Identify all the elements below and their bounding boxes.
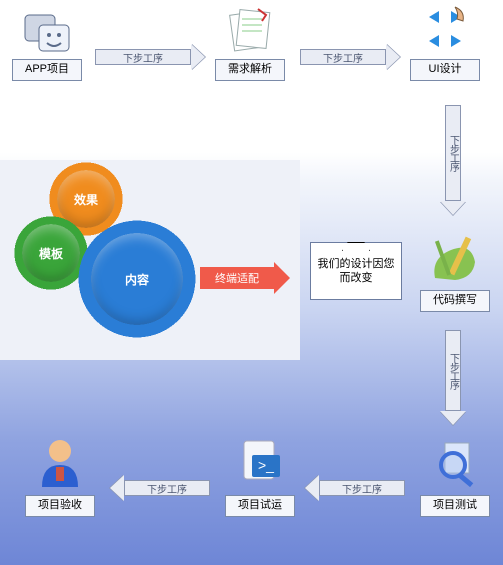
arrow-test-to-run: 下步工序: [305, 475, 405, 501]
node-code: 代码撰写: [420, 230, 490, 312]
tools-icon: [427, 230, 483, 286]
node-test-label: 项目测试: [420, 495, 490, 517]
gear-content: 内容: [88, 230, 186, 328]
arrow-head-icon: [110, 475, 124, 501]
arrow-label: 下步工序: [124, 480, 210, 496]
node-app: APP项目: [12, 5, 82, 81]
script-icon: >_: [232, 435, 288, 491]
node-accept-label: 项目验收: [25, 495, 95, 517]
arrow-head-icon: [191, 44, 205, 70]
adapter-label: 终端适配: [200, 267, 274, 289]
documents-icon: [222, 5, 278, 55]
mac-finder-icon: [19, 5, 75, 55]
gear-content-label: 内容: [125, 271, 149, 288]
node-run-label: 项目试运: [225, 495, 295, 517]
adapter-arrow: 终端适配: [200, 262, 290, 294]
arrow-label: 下步工序: [446, 135, 461, 171]
gear-effect-label: 效果: [74, 191, 98, 208]
arrow-head-icon: [440, 201, 466, 215]
arrow-label: 下步工序: [300, 49, 386, 65]
node-ui-design: UI设计: [410, 5, 480, 81]
ui-finger-icon: [417, 5, 473, 55]
design-change-box: 我们的设计因您而改变: [310, 242, 402, 300]
node-requirements: 需求解析: [215, 5, 285, 81]
svg-text:>_: >_: [258, 457, 274, 473]
arrow-label: 下步工序: [446, 353, 461, 389]
node-app-label: APP项目: [12, 59, 82, 81]
design-change-label: 我们的设计因您而改变: [315, 257, 397, 286]
node-code-label: 代码撰写: [420, 290, 490, 312]
magnifier-icon: [427, 435, 483, 491]
arrow-head-icon: [305, 475, 319, 501]
arrow-req-to-ui: 下步工序: [300, 44, 400, 70]
node-ui-label: UI设计: [410, 59, 480, 81]
adapter-arrowhead: [274, 262, 290, 294]
arrow-run-to-accept: 下步工序: [110, 475, 210, 501]
node-test: 项目测试: [420, 435, 490, 517]
arrow-app-to-req: 下步工序: [95, 44, 205, 70]
arrow-label: 下步工序: [95, 49, 191, 65]
node-acceptance: 项目验收: [25, 435, 95, 517]
arrow-head-icon: [386, 44, 400, 70]
node-trial-run: >_ 项目试运: [225, 435, 295, 517]
arrow-label: 下步工序: [319, 480, 405, 496]
node-req-label: 需求解析: [215, 59, 285, 81]
arrow-code-to-test: 下步工序: [440, 330, 466, 425]
gear-template: 模板: [20, 222, 82, 284]
person-icon: [32, 435, 88, 491]
arrow-head-icon: [440, 411, 466, 425]
arrow-ui-to-code: 下步工序: [440, 105, 466, 215]
gear-template-label: 模板: [39, 245, 63, 262]
